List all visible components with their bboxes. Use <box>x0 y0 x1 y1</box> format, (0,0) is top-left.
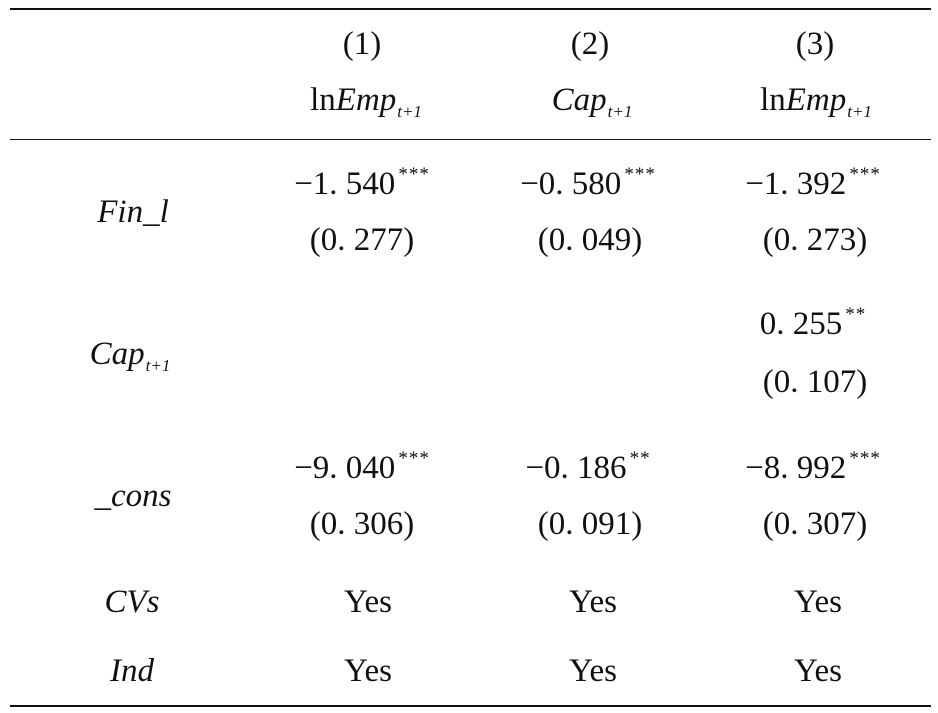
column-header-3: lnEmpt+1 <box>760 82 872 121</box>
paren-close: ) <box>403 222 415 258</box>
coef-cell: −0. 580 *** <box>520 165 656 202</box>
se-cell: (0. 277) <box>310 224 415 257</box>
se-cell: (0. 306) <box>310 508 415 541</box>
row-label-cap: Capt+1 <box>89 336 171 375</box>
se-cell: (0. 049) <box>538 224 643 257</box>
paren-open: ( <box>762 506 774 542</box>
paren-open: ( <box>762 364 774 400</box>
coef-cell: −9. 040 *** <box>294 449 430 486</box>
column-number-3: (3) <box>795 26 835 62</box>
significance-stars: ** <box>629 448 651 469</box>
header-prefix: ln <box>760 82 786 118</box>
row-label-subscript: t+1 <box>145 356 171 375</box>
significance-stars: ** <box>845 304 867 325</box>
coef-value: −9. 040 <box>294 450 396 486</box>
paren-close: ) <box>631 506 643 542</box>
header-variable: Emp <box>335 82 397 118</box>
significance-stars: *** <box>398 448 430 469</box>
se-cell: (0. 091) <box>538 508 643 541</box>
coef-cell: −1. 392 *** <box>745 165 881 202</box>
indicator-value: Yes <box>343 653 393 689</box>
se-value: 0. 277 <box>320 222 404 258</box>
bottom-rule <box>10 705 931 707</box>
indicator-value: Yes <box>568 653 618 689</box>
se-cell: (0. 307) <box>763 508 868 541</box>
indicator-value: Yes <box>343 584 393 620</box>
indicator-value: Yes <box>793 653 843 689</box>
header-prefix: ln <box>310 82 336 118</box>
coef-value: −0. 580 <box>520 166 622 202</box>
coef-value: 0. 255 <box>759 306 843 342</box>
coef-value: −0. 186 <box>525 450 627 486</box>
column-number-2: (2) <box>570 26 610 62</box>
row-label-variable: _cons <box>94 478 172 514</box>
paren-open: ( <box>762 222 774 258</box>
coef-cell: −1. 540 *** <box>294 165 430 202</box>
se-value: 0. 049 <box>548 222 632 258</box>
se-value: 0. 306 <box>320 506 404 542</box>
coef-cell: −0. 186 ** <box>525 449 650 486</box>
se-cell: (0. 273) <box>763 224 868 257</box>
coef-value: −8. 992 <box>745 450 847 486</box>
coef-cell: −8. 992 *** <box>745 449 881 486</box>
paren-close: ) <box>403 506 415 542</box>
coef-value: −1. 392 <box>745 166 847 202</box>
column-header-1: lnEmpt+1 <box>310 82 422 121</box>
row-label-ind: Ind <box>110 653 154 689</box>
header-variable: Cap <box>551 82 607 118</box>
row-label-variable: Cap <box>89 336 145 372</box>
indicator-value: Yes <box>568 584 618 620</box>
row-label-fin-l: Fin_l <box>97 196 169 229</box>
column-number-1: (1) <box>342 26 382 62</box>
significance-stars: *** <box>398 164 430 185</box>
header-subscript: t+1 <box>397 102 422 121</box>
paren-open: ( <box>309 222 321 258</box>
row-label-cons: _cons <box>95 480 172 513</box>
top-rule <box>10 8 931 10</box>
se-cell: (0. 107) <box>763 366 868 399</box>
paren-open: ( <box>537 222 549 258</box>
se-value: 0. 091 <box>548 506 632 542</box>
column-header-2: Capt+1 <box>551 82 633 121</box>
significance-stars: *** <box>624 164 656 185</box>
row-label-variable: Fin_l <box>97 194 169 230</box>
significance-stars: *** <box>849 448 881 469</box>
header-variable: Emp <box>785 82 847 118</box>
paren-close: ) <box>631 222 643 258</box>
paren-close: ) <box>856 364 868 400</box>
paren-close: ) <box>856 222 868 258</box>
paren-open: ( <box>309 506 321 542</box>
header-rule <box>10 139 931 140</box>
header-subscript: t+1 <box>607 102 633 121</box>
se-value: 0. 307 <box>773 506 857 542</box>
se-value: 0. 107 <box>773 364 857 400</box>
paren-open: ( <box>537 506 549 542</box>
header-subscript: t+1 <box>847 102 872 121</box>
significance-stars: *** <box>849 164 881 185</box>
se-value: 0. 273 <box>773 222 857 258</box>
coef-cell: 0. 255 ** <box>759 305 867 342</box>
indicator-value: Yes <box>793 584 843 620</box>
coef-value: −1. 540 <box>294 166 396 202</box>
paren-close: ) <box>856 506 868 542</box>
row-label-cvs: CVs <box>104 584 160 620</box>
